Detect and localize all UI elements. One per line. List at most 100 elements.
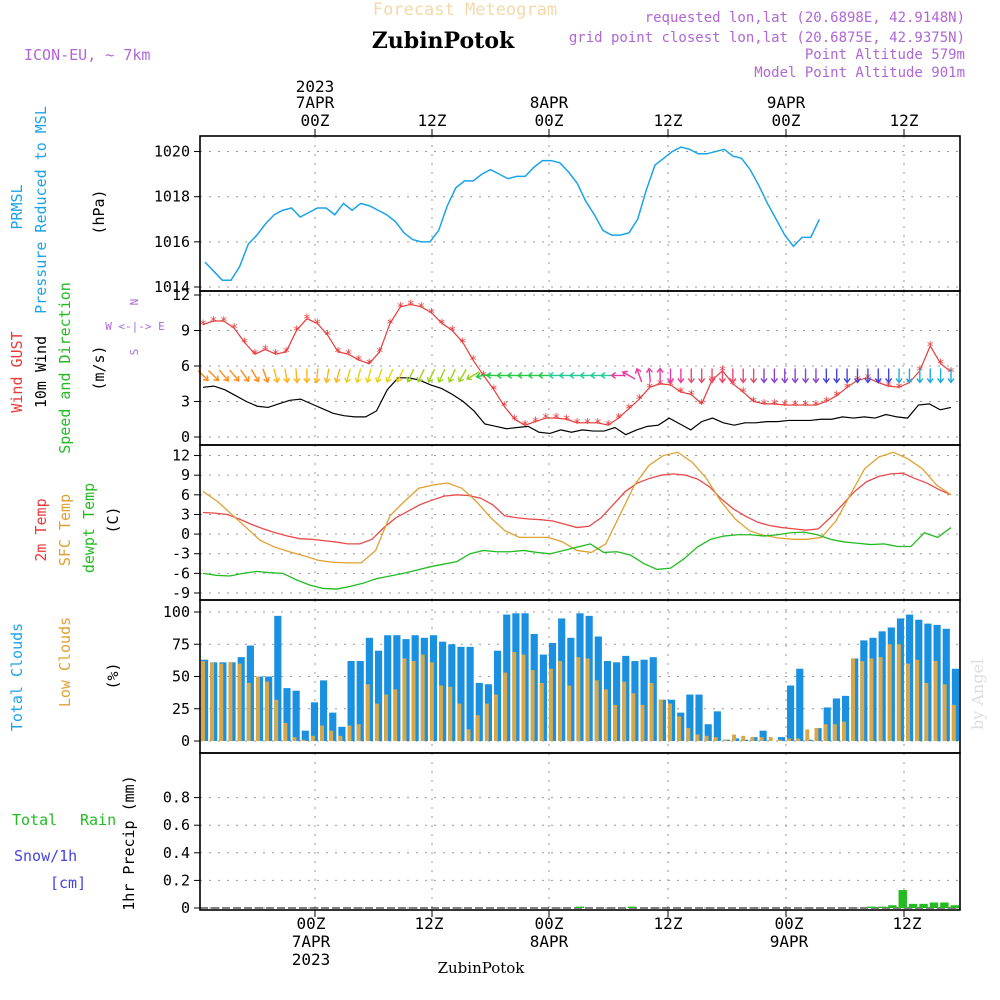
wind-arrow	[229, 369, 240, 382]
wind-arrow-head	[447, 376, 455, 383]
temp-tick-label: 12	[172, 447, 190, 465]
wind-arrow	[262, 368, 270, 384]
gust-marker: *	[646, 381, 654, 396]
wind-arrow	[937, 368, 945, 384]
bottom-hour-5: 00Z	[775, 914, 804, 933]
wind-arrow-shaft	[284, 368, 289, 383]
wind-arrow	[323, 368, 331, 384]
wind-arrow-head	[874, 378, 882, 384]
clouds-tick-label: 25	[172, 700, 190, 718]
gust-marker: *	[635, 393, 643, 408]
wind-arrow-head	[916, 378, 924, 384]
low-cloud-bar	[530, 670, 535, 741]
precip-label-total: Total	[12, 811, 57, 829]
wind-arrow-head	[781, 378, 789, 384]
wind-arrow-head	[621, 370, 628, 377]
wind-tick-label: 3	[181, 393, 190, 411]
low-cloud-bar	[887, 644, 892, 741]
gust-marker: *	[313, 317, 321, 332]
low-cloud-bar	[805, 729, 810, 741]
total-cloud-bar	[393, 635, 401, 741]
low-cloud-bar	[722, 739, 727, 741]
temp-frame	[199, 444, 961, 601]
wind-arrow-shaft	[273, 368, 279, 383]
wind-arrow	[197, 370, 209, 382]
total-cloud-bar	[613, 662, 621, 741]
cloud-label-total: Total Clouds	[8, 623, 26, 731]
wind-arrow-shaft	[229, 369, 240, 382]
gust-marker: *	[417, 301, 425, 316]
low-cloud-bar	[741, 735, 746, 741]
compass-s: S	[128, 349, 141, 356]
gust-marker: *	[791, 399, 799, 414]
top-hour-4: 12Z	[654, 111, 683, 130]
wind-tick-label: 9	[181, 322, 190, 340]
gust-marker: *	[656, 378, 664, 393]
wind-arrow	[781, 368, 789, 384]
rain-bar	[627, 906, 637, 908]
temp-tick-label: -6	[172, 564, 190, 582]
low-cloud-bar	[759, 737, 764, 741]
wind-arrow	[466, 371, 480, 381]
total-cloud-bar	[640, 659, 648, 741]
low-cloud-bar	[374, 703, 379, 741]
wind-arrow	[656, 367, 664, 383]
wind-label-gust: Wind GUST	[8, 331, 26, 412]
wind-arrow-head	[293, 377, 301, 384]
total-cloud-bar	[320, 680, 328, 741]
wind-arrow	[634, 367, 643, 383]
wind-arrow	[375, 368, 383, 384]
wind-arrow-head	[677, 378, 685, 384]
rain-bar	[908, 903, 918, 908]
wind-arrow-head	[568, 371, 575, 380]
top-hour-2: 12Z	[418, 111, 447, 130]
low-cloud-bar	[860, 661, 865, 741]
total-cloud-bar	[274, 615, 282, 741]
gust-marker: *	[833, 390, 841, 405]
compass-we: W <-|-> E	[105, 320, 165, 333]
pressure-unit: (hPa)	[90, 189, 108, 234]
gust-marker: *	[355, 354, 363, 369]
low-cloud-bar	[384, 694, 389, 741]
wind-arrow-shaft	[239, 369, 250, 382]
gust-marker: *	[583, 417, 591, 432]
wind-tick-label: 12	[172, 286, 190, 304]
wind-arrow-head	[466, 374, 473, 381]
gust-marker: *	[230, 322, 238, 337]
wind-arrow-head	[354, 377, 362, 384]
wind-arrow-shaft	[207, 370, 219, 381]
gust-marker: *	[324, 329, 332, 344]
low-cloud-bar	[420, 654, 425, 741]
temp-tick-label: 3	[181, 505, 190, 523]
temp-tick-label: -3	[172, 545, 190, 563]
wind-arrow-head	[223, 375, 230, 382]
gust-marker: *	[532, 416, 540, 431]
wind-arrow-head	[833, 378, 841, 384]
low-cloud-bar	[310, 735, 315, 741]
gust-marker: *	[594, 417, 602, 432]
low-cloud-bar	[594, 680, 599, 741]
wind-arrow-head	[698, 378, 706, 384]
wind-arrow-head	[253, 376, 260, 383]
wind-arrow-head	[750, 378, 758, 384]
low-cloud-bar	[237, 663, 242, 741]
clouds-tick-label: 0	[181, 732, 190, 750]
wind-speed-line	[202, 377, 952, 436]
wind-arrow-shaft	[466, 371, 480, 380]
wind-arrow	[750, 368, 758, 384]
wind-arrow-head	[485, 371, 492, 380]
pressure-tick-label: 1016	[154, 233, 190, 251]
low-cloud-bar	[292, 737, 297, 741]
low-cloud-bar	[878, 657, 883, 741]
total-cloud-bar	[310, 702, 319, 741]
wind-arrow-head	[656, 367, 664, 373]
pressure-label-2: Pressure Reduced to MSL	[32, 106, 50, 314]
low-cloud-bar	[283, 722, 288, 741]
compass-n: N	[128, 299, 141, 306]
wind-arrow	[437, 368, 446, 383]
wind-arrow-head	[344, 377, 351, 384]
location-title: ZubinPotok	[372, 28, 515, 54]
gust-marker: *	[241, 336, 249, 351]
top-hour-1: 00Z	[301, 111, 330, 130]
low-cloud-bar	[832, 724, 837, 741]
